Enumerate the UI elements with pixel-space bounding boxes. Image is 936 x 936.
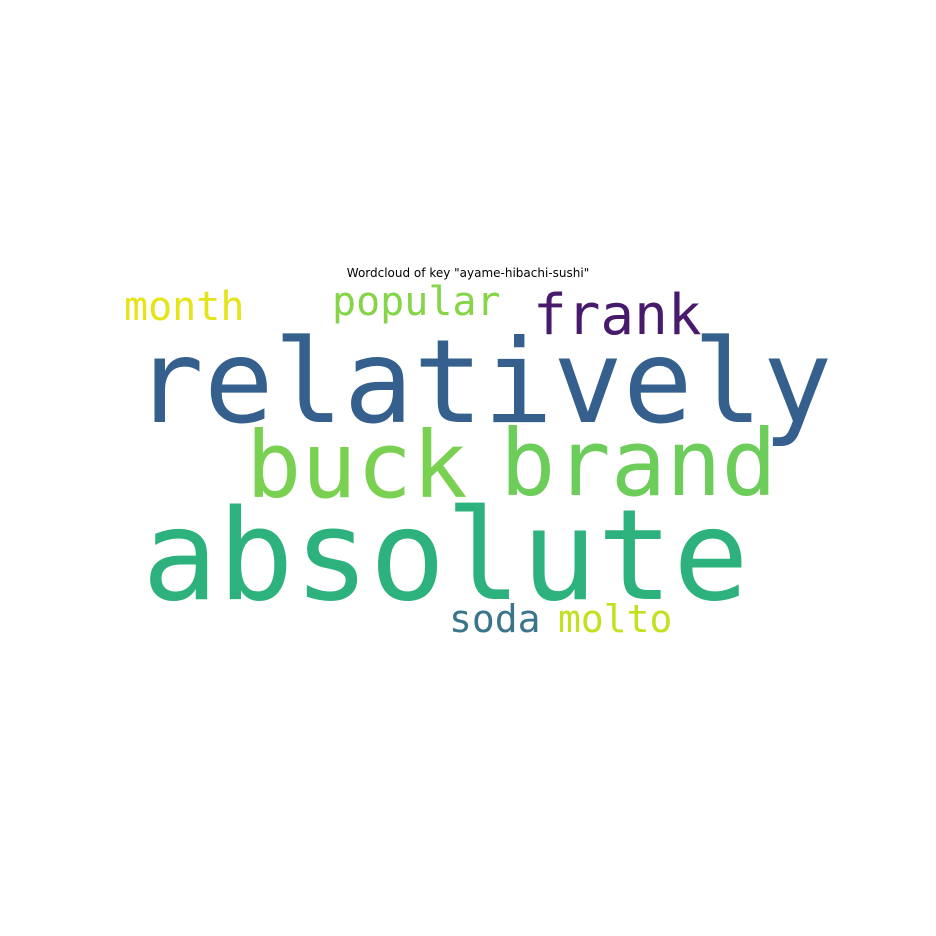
word-absolute: absolute [142,482,749,629]
word-brand: brand [500,410,777,517]
word-molto: molto [558,597,673,641]
word-relatively: relatively [134,315,833,450]
chart-title: Wordcloud of key "ayame-hibachi-sushi" [346,266,590,280]
word-soda: soda [449,597,541,641]
word-frank: frank [533,283,702,348]
word-buck: buck [246,412,468,519]
word-month: month [124,284,245,330]
word-popular: popular [332,279,501,325]
